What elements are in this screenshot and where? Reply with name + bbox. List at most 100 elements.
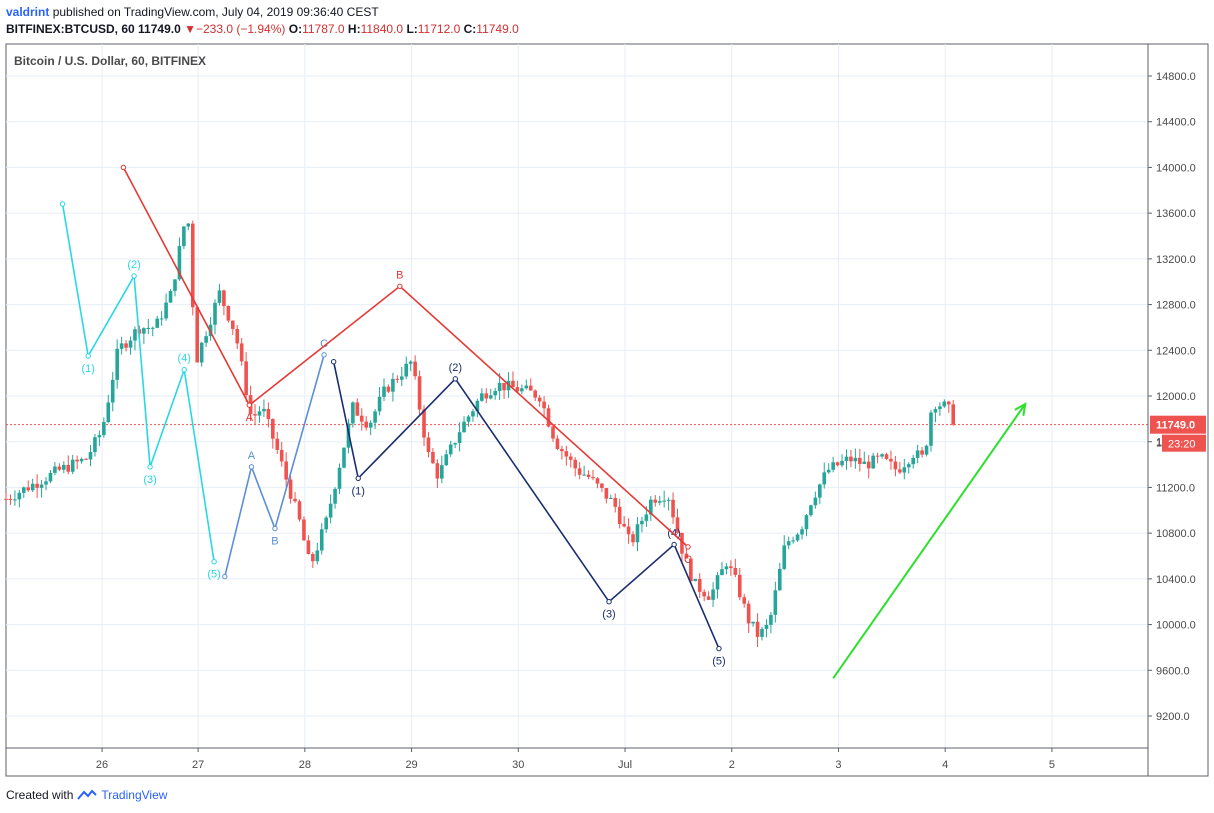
candle-up [915,450,920,458]
candle-up [644,514,649,521]
candle-down [302,519,306,541]
candle-down [57,466,62,470]
candle-down [537,397,542,402]
candle-down [355,402,360,416]
candle-down [271,419,275,439]
wave-point [685,544,691,550]
author-link[interactable]: valdrint [6,5,50,19]
candle-up [853,457,858,462]
candle-down [35,483,39,488]
candle-down [4,498,8,500]
candle-up [822,472,827,485]
tradingview-link[interactable]: TradingView [101,788,168,802]
time-tick-label: 2 [729,759,735,771]
candle-up [497,382,502,392]
candle-down [222,290,226,307]
candle-down [359,415,364,422]
wave-label: B [396,269,403,281]
open-label: O: [288,22,303,36]
price-tick-label: 9200.0 [1156,711,1190,723]
candle-up [115,348,119,380]
wave-point [606,599,612,605]
candle-down [671,499,675,518]
candle-up [168,290,173,303]
candle-up [106,402,111,423]
candle-up [328,503,333,518]
candle-up [213,302,217,325]
candle-down [568,456,573,460]
price-change: −233.0 (−1.94%) [195,22,286,36]
candle-down [742,597,747,604]
price-tick-label: 14000.0 [1156,162,1196,174]
wave-point [671,541,677,548]
candle-up [751,621,755,624]
price-tick-label: 13600.0 [1156,208,1196,220]
candle-up [813,497,818,506]
wave-line [61,203,215,562]
candle-down [866,461,871,469]
candle-down [253,414,257,416]
candle-up [155,318,159,328]
time-tick-label: Jul [618,759,632,771]
wave-point [321,352,327,358]
candle-down [702,591,706,597]
candle-down [75,459,79,462]
wave-label: (4) [178,353,191,365]
price-tick-label: 10400.0 [1156,574,1196,586]
candle-down [288,479,293,499]
candle-up [93,437,97,453]
wave-point [272,525,278,532]
candle-down [124,343,128,348]
candle-up [649,499,653,515]
candle-up [150,327,155,329]
candle-down [195,307,200,363]
candle-down [946,401,951,405]
candle-down [631,534,635,543]
candle-up [795,534,800,541]
arrow-head [1014,402,1027,417]
candle-down [413,361,417,377]
candle-down [858,457,862,464]
candle-down [680,532,684,554]
candle-up [942,401,947,407]
time-tick-label: 5 [1049,759,1055,771]
footer: Created with TradingView [6,788,167,802]
candle-down [626,526,631,535]
price-tag-value: 11749.0 [1156,420,1195,432]
time-tick-label: 4 [942,759,948,771]
published-text: published on TradingView.com, July 04, 2… [52,5,379,19]
candle-up [128,340,133,348]
candle-down [297,501,302,520]
candle-up [818,484,822,498]
candle-up [880,454,884,457]
candle-up [324,517,328,530]
chart-border [5,43,1209,777]
time-tick-label: 29 [405,759,417,771]
grid-lines [6,44,1148,748]
wave-point [120,164,127,171]
candle-down [546,408,551,427]
candle-down [875,455,880,457]
candle-up [608,497,613,499]
candle-up [800,529,804,535]
wave-label: (3) [602,609,615,621]
candle-down [835,462,840,466]
candle-up [408,361,413,364]
wave-line [224,354,325,577]
candle-up [177,246,182,280]
candle-up [97,435,102,438]
countdown-box [1162,434,1206,452]
time-tick-label: 30 [512,759,524,771]
candle-down [849,456,853,462]
wave-label: (5) [712,656,725,668]
candle-down [591,476,595,479]
candle-up [924,445,929,455]
close-value: 11749.0 [476,22,519,36]
candle-up [831,462,835,470]
candle-down [893,461,898,470]
time-tick-label: 3 [835,759,841,771]
candle-up [871,455,875,469]
candle-up [826,469,831,473]
candle-down [306,540,311,555]
